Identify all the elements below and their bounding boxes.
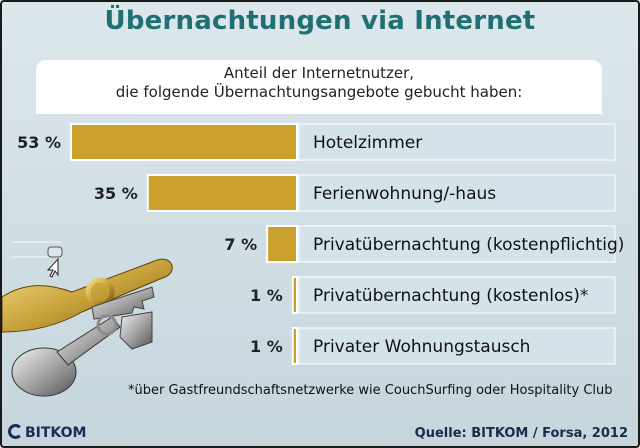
bar-0 bbox=[70, 123, 298, 161]
category-box-1 bbox=[298, 174, 616, 212]
bar-1 bbox=[146, 174, 298, 212]
category-label-3: Privatübernachtung (kostenlos)* bbox=[313, 286, 588, 306]
bitkom-logo: BITKOM bbox=[8, 424, 86, 441]
bar-3 bbox=[291, 276, 298, 314]
source-label: Quelle: BITKOM / Forsa, 2012 bbox=[414, 426, 628, 441]
category-box-4 bbox=[298, 327, 616, 365]
keys-illustration-icon bbox=[2, 241, 173, 397]
chart-title: Übernachtungen via Internet bbox=[104, 6, 536, 36]
category-box-2 bbox=[298, 225, 616, 263]
subtitle-line-2: die folgende Übernachtungsangebote gebuc… bbox=[115, 83, 523, 101]
value-label-0: 53 % bbox=[17, 133, 61, 152]
value-label-2: 7 % bbox=[224, 235, 257, 254]
bar-2 bbox=[266, 225, 298, 263]
bitkom-logo-text: BITKOM bbox=[25, 425, 87, 441]
bar-4 bbox=[291, 327, 298, 365]
category-label-0: Hotelzimmer bbox=[313, 133, 422, 153]
chart-subtitle: Anteil der Internetnutzer, die folgende … bbox=[36, 64, 602, 102]
value-label-4: 1 % bbox=[250, 337, 283, 356]
category-box-0 bbox=[298, 123, 616, 161]
subtitle-line-1: Anteil der Internetnutzer, bbox=[223, 64, 415, 82]
value-label-1: 35 % bbox=[94, 184, 138, 203]
category-label-1: Ferienwohnung/-haus bbox=[313, 184, 496, 204]
subtitle-panel bbox=[36, 60, 602, 114]
bitkom-logo-icon bbox=[8, 424, 23, 439]
footnote: *über Gastfreundschaftsnetzwerke wie Cou… bbox=[128, 383, 613, 398]
category-label-4: Privater Wohnungstausch bbox=[313, 337, 530, 357]
category-box-3 bbox=[298, 276, 616, 314]
category-label-2: Privatübernachtung (kostenpflichtig) bbox=[313, 235, 624, 255]
value-label-3: 1 % bbox=[250, 286, 283, 305]
